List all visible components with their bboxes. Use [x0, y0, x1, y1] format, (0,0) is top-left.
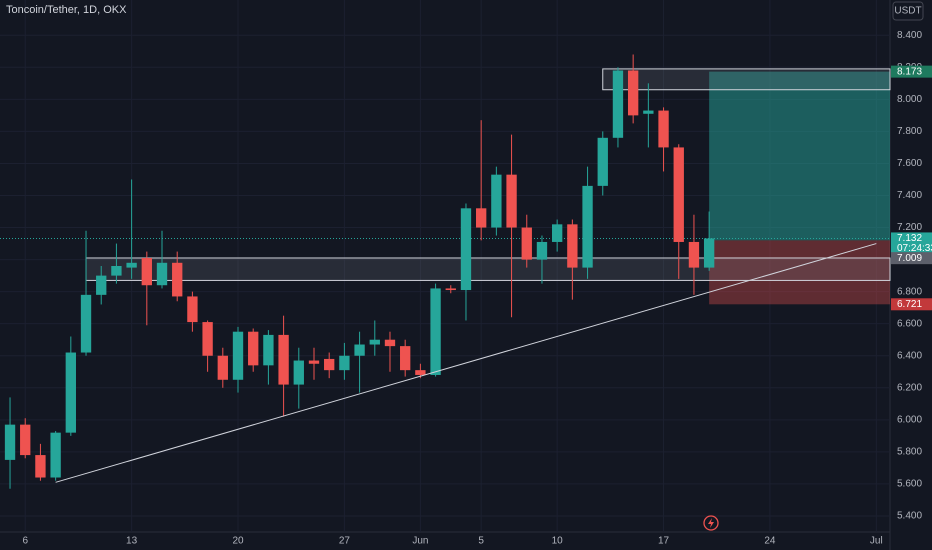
price-label-bg [891, 232, 932, 255]
price-label: 8.173 [897, 66, 922, 77]
stop-area [709, 240, 890, 305]
candle-body [703, 238, 715, 268]
candle-body [658, 110, 669, 148]
zone [602, 68, 891, 91]
price-label-bg [891, 252, 932, 265]
x-tick-label: 17 [658, 536, 670, 547]
x-tick-label: Jul [870, 536, 883, 547]
candle-body [248, 331, 259, 366]
candle-body [80, 294, 92, 353]
candle-body [354, 344, 365, 356]
y-tick-label: 7.800 [897, 126, 922, 137]
candle-body [551, 224, 563, 242]
candle-body [308, 360, 320, 364]
candle-body [339, 355, 350, 371]
candle-body [65, 352, 76, 433]
candle-body [521, 227, 532, 260]
candle-body [643, 110, 654, 114]
candle-body [597, 137, 608, 186]
candle-body [476, 208, 487, 228]
candle-body [582, 185, 593, 268]
candle-body [567, 224, 578, 268]
x-tick-label: 6 [22, 536, 28, 547]
candle-body [187, 296, 198, 323]
price-label-bg [891, 65, 932, 78]
candle-body [612, 70, 624, 138]
candle-body [278, 334, 289, 385]
currency-label[interactable]: USDT [894, 6, 921, 17]
y-tick-label: 5.600 [897, 479, 922, 490]
price-label-bg [891, 298, 932, 311]
alert-icon[interactable] [703, 515, 719, 531]
target-area [709, 71, 890, 241]
x-tick-label: 10 [552, 536, 564, 547]
y-tick-label: 7.400 [897, 190, 922, 201]
x-tick-label: 24 [764, 536, 776, 547]
candle-body [217, 355, 228, 380]
candle-body [4, 424, 16, 460]
candle-body [460, 208, 472, 291]
candle-body [324, 358, 335, 371]
price-label: 6.721 [897, 299, 922, 310]
candle-body [430, 288, 441, 375]
y-tick-label: 7.200 [897, 222, 922, 233]
chart-title: Toncoin/Tether, 1D, OKX [6, 4, 127, 16]
y-tick-label: 5.800 [897, 447, 922, 458]
x-tick-label: Jun [412, 536, 428, 547]
candle-body [400, 346, 411, 371]
price-label: 7.009 [897, 253, 922, 264]
trend-line [55, 243, 877, 483]
y-tick-label: 8.400 [897, 30, 922, 41]
candle-body [35, 455, 46, 478]
candle-body [415, 370, 426, 375]
candle-body [172, 262, 183, 297]
candle-body [20, 424, 31, 456]
currency-button[interactable] [892, 1, 924, 21]
candle-body [673, 147, 684, 242]
candle-body [491, 174, 502, 228]
y-tick-label: 8.000 [897, 94, 922, 105]
candle-body [232, 331, 244, 380]
y-tick-label: 6.200 [897, 382, 922, 393]
zone [85, 257, 891, 281]
x-tick-label: 20 [232, 536, 244, 547]
candle-body [293, 360, 304, 385]
price-label: 7.132 [897, 233, 922, 244]
candle-body [111, 266, 122, 276]
candle-body [96, 275, 107, 295]
candle-body [445, 288, 456, 291]
candle-body [369, 339, 380, 345]
y-tick-label: 6.600 [897, 318, 922, 329]
candle-body [50, 432, 61, 478]
y-tick-label: 5.400 [897, 511, 922, 522]
candle-body [141, 257, 152, 286]
candle-body [263, 334, 274, 366]
candle-body [688, 241, 700, 268]
y-tick-label: 6.800 [897, 286, 922, 297]
candle-body [536, 241, 548, 260]
candle-body [126, 262, 137, 268]
x-tick-label: 5 [478, 536, 484, 547]
candle-body [627, 70, 639, 116]
countdown-label: 07:24:33 [897, 243, 932, 254]
x-tick-label: 27 [339, 536, 351, 547]
candle-body [506, 174, 517, 228]
x-tick-label: 13 [126, 536, 138, 547]
candle-body [202, 322, 213, 356]
y-tick-label: 7.600 [897, 158, 922, 169]
y-tick-label: 6.400 [897, 350, 922, 361]
candle-body [384, 339, 396, 347]
y-tick-label: 6.000 [897, 414, 922, 425]
candle-body [156, 262, 168, 286]
